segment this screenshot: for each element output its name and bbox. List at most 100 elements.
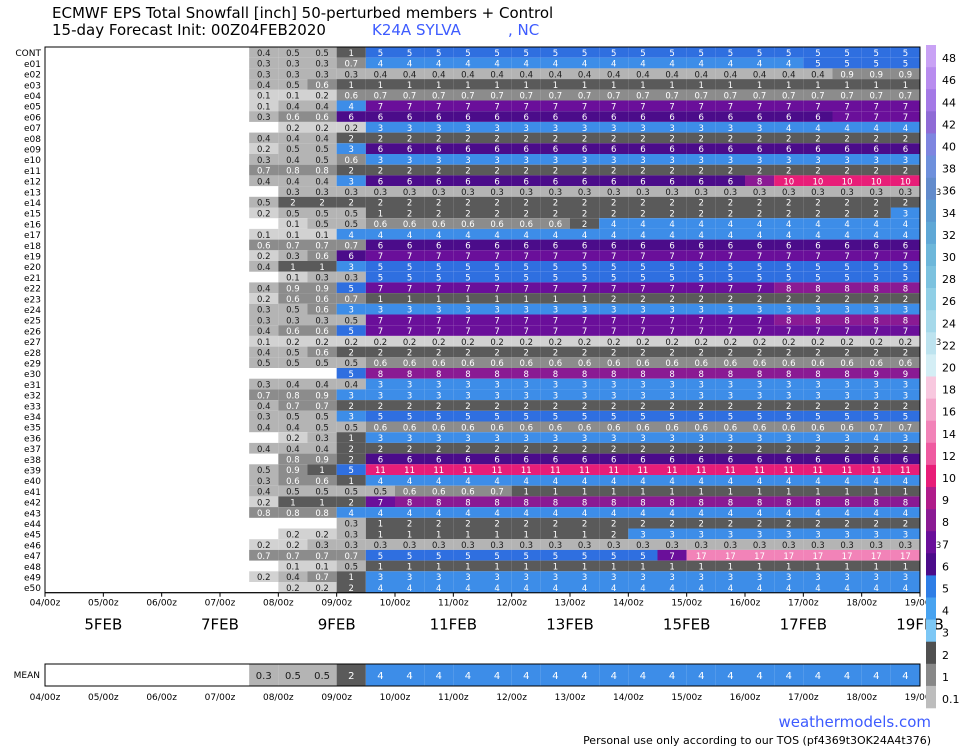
heatmap-cell	[336, 346, 366, 358]
heatmap-cell	[890, 549, 920, 561]
cell-value: 1	[319, 263, 324, 273]
heatmap-cell	[745, 143, 775, 154]
member-label: e14	[24, 199, 41, 209]
heatmap-cell	[511, 400, 541, 411]
heatmap-cell	[424, 100, 454, 112]
heatmap-cell	[540, 549, 570, 561]
cell-value: 4	[611, 60, 616, 70]
cell-value: 7	[669, 552, 674, 562]
cell-value: 5	[903, 60, 908, 70]
cell-value: 0.6	[461, 488, 475, 498]
cell-value: 3	[815, 381, 820, 391]
colorbar-tick: 36	[942, 185, 956, 198]
heatmap-cell	[482, 164, 512, 176]
heatmap-cell	[657, 132, 687, 144]
heatmap-cell	[395, 89, 425, 101]
cell-value: 3	[640, 573, 645, 583]
heatmap-cell	[453, 314, 483, 326]
cell-value: 8	[669, 498, 674, 508]
heatmap-cell	[365, 111, 395, 122]
heatmap-cell	[745, 368, 775, 379]
mean-value: 0.5	[314, 671, 330, 682]
cell-value: 0.3	[286, 188, 300, 198]
cell-value: 4	[640, 220, 645, 230]
heatmap-cell	[249, 100, 279, 112]
cell-value: 5	[640, 49, 645, 59]
cell-value: 2	[844, 295, 849, 305]
cell-value: 0.9	[286, 466, 300, 476]
heatmap-cell	[511, 89, 541, 101]
cell-value: 6	[378, 145, 383, 155]
heatmap-cell	[803, 346, 833, 358]
cell-value: 1	[349, 573, 354, 583]
cell-value: 3	[524, 306, 529, 316]
mean-time-label: 18/00z	[846, 693, 877, 703]
heatmap-cell	[249, 47, 279, 58]
cell-value: 0.5	[286, 413, 300, 423]
heatmap-cell	[745, 539, 775, 550]
heatmap-cell	[832, 517, 862, 529]
cell-value: 2	[874, 209, 879, 219]
heatmap-cell	[336, 357, 366, 368]
heatmap-cell	[395, 335, 425, 347]
mean-time-label: 07/00z	[205, 693, 236, 703]
heatmap-cell	[395, 143, 425, 154]
heatmap-cell	[570, 357, 600, 368]
cell-value: 3	[553, 306, 558, 316]
colorbar-tick: 5	[942, 583, 949, 596]
cell-value: 0.6	[665, 359, 679, 369]
cell-value: 7	[669, 284, 674, 294]
heatmap-cell	[249, 421, 279, 433]
cell-value: 3	[436, 306, 441, 316]
heatmap-cell	[395, 528, 425, 540]
cell-value: 0.7	[374, 92, 388, 102]
cell-value: 3	[699, 573, 704, 583]
cell-value: 0.3	[257, 113, 271, 123]
cell-value: 4	[728, 231, 733, 241]
cell-value: 0.3	[315, 60, 329, 70]
brand-link[interactable]: weathermodels.com	[778, 713, 931, 731]
heatmap-cell	[482, 357, 512, 368]
cell-value: 8	[611, 498, 616, 508]
cell-value: 0.6	[315, 306, 329, 316]
heatmap-cell	[395, 100, 425, 112]
cell-value: 10	[813, 177, 824, 187]
heatmap-cell	[832, 68, 862, 80]
heatmap-cell	[657, 475, 687, 486]
cell-value: 0.3	[315, 541, 329, 551]
cell-value: 7	[815, 252, 820, 262]
cell-value: 1	[436, 563, 441, 573]
cell-value: 11	[696, 466, 707, 476]
cell-value: 2	[640, 402, 645, 412]
heatmap-cell	[278, 89, 308, 101]
heatmap-cell	[803, 528, 833, 540]
member-label: e37	[24, 445, 41, 455]
heatmap-cell	[745, 475, 775, 486]
cell-value: 1	[378, 520, 383, 530]
heatmap-cell	[540, 207, 570, 219]
heatmap-cell	[540, 250, 570, 261]
cell-value: 1	[524, 81, 529, 91]
heatmap-cell	[599, 261, 629, 272]
cell-value: 1	[699, 563, 704, 573]
heatmap-cell	[395, 314, 425, 326]
cell-value: 5	[611, 413, 616, 423]
heatmap-cell	[774, 47, 804, 58]
heatmap-cell	[628, 314, 658, 326]
heatmap-cell	[278, 293, 308, 304]
cell-value: 4	[524, 584, 529, 594]
heatmap-cell	[803, 186, 833, 197]
heatmap-cell	[511, 218, 541, 229]
cell-value: 2	[757, 135, 762, 145]
heatmap-cell	[336, 442, 366, 454]
heatmap-cell	[249, 164, 279, 176]
cell-value: 4	[640, 231, 645, 241]
cell-value: 4	[436, 477, 441, 487]
heatmap-cell	[307, 528, 337, 540]
heatmap-cell	[307, 549, 337, 561]
mean-value: 4	[669, 671, 675, 682]
cell-value: 5	[874, 263, 879, 273]
heatmap-cell	[686, 357, 716, 368]
heatmap-cell	[599, 239, 629, 251]
cell-value: 11	[900, 466, 911, 476]
